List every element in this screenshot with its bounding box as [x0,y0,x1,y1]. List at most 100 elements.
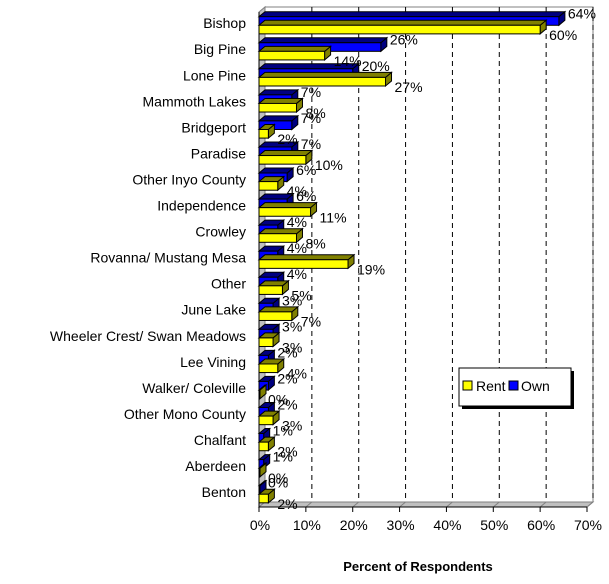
category-label: Walker/ Coleville [142,380,246,396]
floor-gridline [539,501,547,508]
category-label: Other Mono County [124,406,246,422]
value-label-rent: 19% [357,261,385,277]
category-label: Benton [202,484,246,500]
value-label-rent: 8% [305,105,325,121]
legend-swatch-rent [462,380,473,391]
value-label-own: 7% [301,84,321,100]
x-tick-label: 50% [480,517,508,533]
bar-own-top [257,11,567,18]
x-tick-label: 70% [574,517,602,533]
x-tick-label: 10% [293,517,321,533]
bar-rent [258,76,387,87]
value-label-own: 3% [282,292,302,308]
legend-box-shadow-bottom [462,406,574,409]
x-tick-label: 20% [340,517,368,533]
category-label: Bishop [203,15,246,31]
category-label: Aberdeen [185,458,246,474]
value-label-rent: 0% [268,470,288,486]
bar-own-top [257,115,300,122]
bar-rent-top [257,97,304,104]
category-label: Crowley [195,224,246,240]
value-label-rent: 27% [395,79,423,95]
legend: Rent Own [458,367,574,409]
value-label-rent: 4% [287,183,307,199]
category-label: Paradise [191,145,246,161]
bar-rent-top [257,19,548,26]
floor-gridline [305,501,313,508]
value-label-own: 6% [296,188,316,204]
bar-rent [258,441,269,452]
bar-own-top [257,37,389,44]
category-label: Big Pine [194,41,246,57]
legend-swatch-own [508,380,519,391]
category-labels: Bishop Big Pine Lone Pine Mammoth Lakes Brid… [50,15,246,500]
category-label: Wheeler Crest/ Swan Meadows [50,328,246,344]
bar-rent [258,285,283,295]
floor-gridline [446,501,453,508]
category-label: Bridgeport [181,119,246,135]
floor-gridline [399,501,406,508]
value-label-rent: 11% [320,209,347,225]
value-label-rent: 8% [305,235,325,251]
bar-own-top [257,89,300,96]
category-label: Mammoth Lakes [143,93,246,109]
value-label-rent: 10% [315,157,343,173]
value-label-rent: 2% [277,496,297,512]
bar-rent-top [257,280,290,287]
value-label-own: 4% [287,240,307,256]
value-label-rent: 3% [282,418,302,434]
value-label-own: 2% [277,344,297,360]
value-label-own: 1% [273,449,293,465]
value-label-own: 2% [277,370,297,386]
bar-rent [258,181,279,191]
value-label-own: 2% [277,396,297,412]
bar-rent [258,493,269,504]
value-label-rent: 4% [287,366,307,382]
bar-own-top [257,167,295,174]
category-label: Other Inyo County [132,171,246,187]
value-label-rent: 7% [301,313,321,329]
value-label-rent: 3% [282,340,302,356]
bar-rent [258,363,279,374]
value-label-own: 0% [268,475,288,491]
bar-rent [258,128,269,139]
value-label-own: 64% [568,6,596,22]
floor-gridline [586,501,594,508]
value-label-rent: 5% [291,287,311,303]
value-label-own: 1% [273,423,293,439]
value-label-own: 26% [390,32,418,48]
bar-rent-top [257,45,332,52]
category-label: June Lake [181,302,246,318]
bar-rent [258,50,326,61]
value-label-rent: 60% [549,27,577,43]
x-tick-label: 40% [433,517,461,533]
value-label-own: 3% [282,318,302,334]
floor-gridline [492,501,500,508]
value-label-rent: 14% [334,53,362,69]
x-axis: 0% 10% 20% 30% 40% 50% 60% 70% [250,12,602,533]
category-label: Rovanna/ Mustang Mesa [90,250,246,266]
x-axis-title: Percent of Respondents [343,559,493,574]
category-label: Chalfant [194,432,246,448]
value-label-rent: 2% [277,131,297,147]
bar-rent [258,415,274,426]
value-label-own: 7% [301,110,321,126]
x-tick-label: 60% [527,517,555,533]
value-label-own: 4% [287,266,307,282]
category-label: Lee Vining [180,354,246,370]
value-labels: 64%60%26%14% 20%27%7%8%7%2% 7%10%6%4%6%11%… [268,6,596,512]
category-label: Other [211,276,246,292]
x-tick-label: 30% [387,517,415,533]
bar-rent [258,337,274,348]
bar-rent [258,102,297,113]
legend-label-own: Own [521,378,550,394]
value-label-rent: 2% [277,444,297,460]
x-tick-label: 0% [250,517,270,533]
category-label: Lone Pine [183,67,246,83]
legend-box-shadow [571,371,574,409]
value-label-rent: 0% [268,392,288,408]
value-label-own: 4% [287,214,307,230]
legend-label-rent: Rent [476,378,506,394]
bars [257,10,567,504]
